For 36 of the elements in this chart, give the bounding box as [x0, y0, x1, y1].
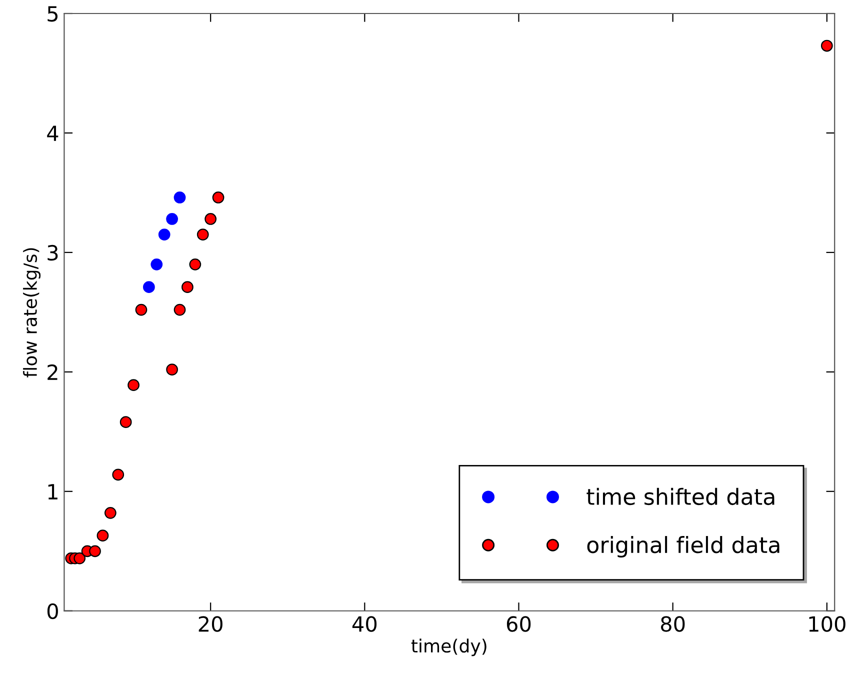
y-tick-label: 4 [47, 126, 58, 141]
point [104, 506, 116, 519]
x-tick-label: 80 [660, 616, 685, 632]
point [189, 258, 202, 270]
point [166, 364, 178, 376]
y-axis-title: flow rate(kg/s) [23, 248, 41, 378]
point [820, 40, 833, 52]
point [182, 281, 194, 294]
point [166, 213, 178, 225]
x-tick-label: 40 [352, 616, 377, 632]
y-tick-label: 1 [48, 484, 58, 500]
point [174, 192, 186, 204]
point [89, 545, 101, 558]
point [96, 530, 109, 542]
point [135, 304, 148, 316]
x-axis-title: time(dy) [411, 638, 486, 656]
point [74, 552, 86, 564]
point [196, 228, 209, 240]
y-tick-label: 0 [47, 603, 58, 620]
point [112, 468, 124, 481]
x-tick-label: 100 [809, 616, 846, 632]
legend-label: original field data [587, 536, 780, 558]
point [158, 228, 170, 240]
point [212, 192, 224, 204]
y-tick-label: 2 [48, 364, 58, 380]
point [150, 258, 163, 270]
point [120, 416, 132, 428]
point [204, 213, 217, 225]
point [128, 379, 140, 391]
legend-label: time shifted data [586, 488, 774, 506]
x-tick-label: 20 [198, 616, 222, 632]
point [143, 281, 155, 294]
point [174, 304, 186, 316]
y-tick-label: 5 [48, 6, 58, 22]
y-tick-label: 3 [48, 244, 58, 261]
x-tick-label: 60 [506, 616, 531, 632]
